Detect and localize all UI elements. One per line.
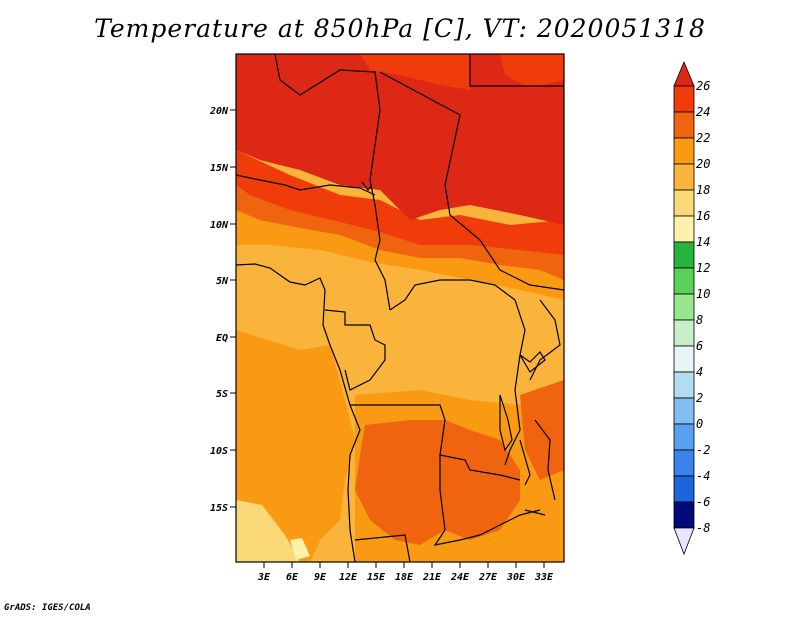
colorbar-label: 10: [696, 287, 710, 301]
colorbar-label: 8: [696, 313, 703, 327]
colorbar-label: 14: [696, 235, 710, 249]
map-frame: [235, 53, 565, 563]
colorbar-swatch: [673, 85, 695, 113]
colorbar-bottom-arrow: [673, 527, 695, 556]
colorbar-swatch: [673, 475, 695, 503]
colorbar-swatch: [673, 241, 695, 269]
lon-label: 9E: [314, 572, 327, 583]
lon-label: 33E: [534, 572, 554, 583]
lat-tick-labels: 20N 15N 10N 5N EQ 5S 10S 15S: [209, 106, 229, 514]
colorbar-label: 18: [696, 183, 710, 197]
lat-label: 15N: [210, 163, 229, 174]
field-patch-24-26-top: [360, 54, 470, 90]
lat-ticks: [230, 109, 236, 508]
lon-label: 18E: [395, 572, 414, 583]
lat-label: 10N: [210, 220, 229, 231]
colorbar-label: 12: [696, 261, 710, 275]
colorbar-swatch: [673, 267, 695, 295]
colorbar-label: 2: [696, 391, 703, 405]
lon-label: 3E: [257, 572, 271, 583]
map-title: Temperature at 850hPa [C], VT: 202005131…: [94, 14, 706, 43]
colorbar-swatch: [673, 501, 695, 529]
lon-ticks: [263, 562, 545, 568]
colorbar-swatch: [673, 449, 695, 477]
colorbar-swatch: [673, 397, 695, 425]
colorbar-label: 24: [696, 105, 710, 119]
colorbar-label: 26: [696, 79, 710, 93]
lakes: [361, 181, 546, 516]
colorbar-top-arrow: [673, 60, 695, 87]
lat-label: 20N: [209, 106, 229, 117]
colorbar: [673, 60, 695, 556]
colorbar-label: -6: [696, 495, 710, 509]
field-band-16-18-sw: [236, 500, 300, 562]
colorbar-swatch: [673, 345, 695, 373]
lat-label: EQ: [216, 333, 228, 344]
lat-label: 5N: [216, 276, 229, 287]
lon-label: 27E: [478, 572, 498, 583]
colorbar-labels: 26 24 22 20 18 16 14 12 10 8 6 4 2 0 -2 …: [696, 79, 710, 535]
lat-label: 10S: [210, 446, 228, 457]
lon-label: 15E: [367, 572, 386, 583]
colorbar-label: -8: [696, 521, 710, 535]
lon-label: 30E: [506, 572, 526, 583]
colorbar-swatch: [673, 189, 695, 217]
lat-label: 15S: [210, 503, 228, 514]
colorbar-label: 6: [696, 339, 703, 353]
lat-label: 5S: [216, 389, 228, 400]
colorbar-swatch: [673, 163, 695, 191]
colorbar-label: 0: [696, 417, 703, 431]
colorbar-swatch: [673, 423, 695, 451]
temperature-field: [236, 54, 564, 562]
colorbar-swatch: [673, 137, 695, 165]
field-band-22-24-south: [355, 420, 520, 545]
colorbar-label: 16: [696, 209, 710, 223]
colorbar-swatch: [673, 215, 695, 243]
lon-tick-labels: 3E 6E 9E 12E 15E 18E 21E 24E 27E 30E 33E: [257, 572, 554, 583]
colorbar-label: 22: [696, 131, 710, 145]
colorbar-swatch: [673, 319, 695, 347]
field-band-24-26-north: [236, 150, 564, 255]
country-borders: [236, 54, 564, 562]
field-band-above-26: [236, 54, 564, 225]
colorbar-label: -4: [696, 469, 710, 483]
lon-label: 6E: [286, 572, 299, 583]
colorbar-swatch: [673, 111, 695, 139]
lon-label: 24E: [450, 572, 470, 583]
field-patch-24-26-topright: [500, 54, 564, 88]
field-band-14-16-sw: [290, 538, 310, 560]
colorbar-label: -2: [696, 443, 710, 457]
lon-label: 12E: [339, 572, 358, 583]
colorbar-swatch: [673, 293, 695, 321]
colorbar-label: 4: [696, 365, 703, 379]
lon-label: 21E: [422, 572, 442, 583]
grads-credit: GrADS: IGES/COLA: [4, 603, 91, 613]
colorbar-label: 20: [696, 157, 710, 171]
colorbar-swatch: [673, 371, 695, 399]
field-band-22-24-north: [236, 170, 564, 280]
